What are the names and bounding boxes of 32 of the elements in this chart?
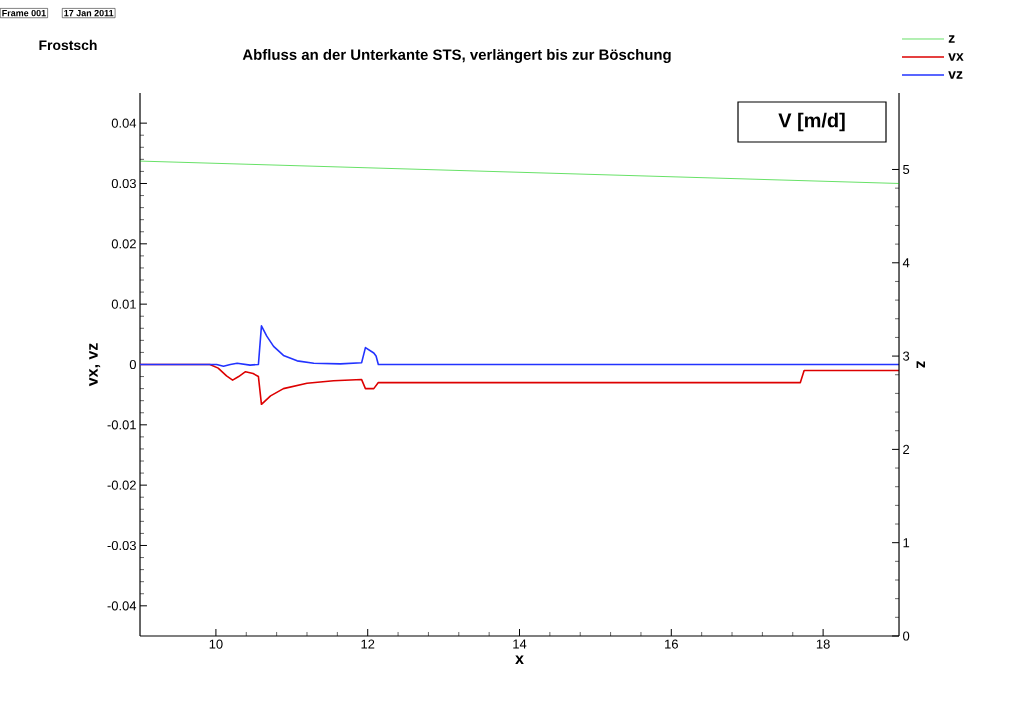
x-tick-label: 18 [816,639,830,649]
y2-tick-label: 2 [903,444,910,454]
y-tick-label: 0.02 [111,239,136,249]
y2-axis-title: z [916,361,925,368]
text: 17 Jan 2011 [64,9,114,17]
y-tick-label: 0 [129,359,136,370]
y-tick-label: -0.02 [107,480,136,490]
legend-label: z [948,35,955,43]
text: Frame 001 [2,9,46,17]
line-series [139,325,900,368]
legend-label: vx [948,53,964,61]
legend-label: vz [948,71,963,79]
y-tick-label: -0.01 [107,420,136,430]
x-tick-label: 16 [665,639,678,649]
y2-tick-label: 3 [903,351,910,361]
x-tick-label: 14 [513,639,527,649]
annotation: V [m/d] [778,112,845,132]
y-tick-label: 0.03 [111,178,136,189]
y-tick-label: -0.04 [107,601,137,611]
y-tick-label: -0.03 [107,540,136,551]
chart-title: Abfluss an der Unterkante STS, verlängert bis zur Böschung [242,48,671,63]
y2-tick-label: 0 [903,631,910,641]
x-tick-label: 12 [361,639,375,649]
y-tick-label: 0.01 [111,299,136,309]
text: Frostsch [39,39,97,51]
y-tick-label: 0.04 [111,118,137,128]
x-axis-title: x [515,655,524,664]
x-tick-label: 10 [209,639,223,649]
y2-tick-label: 5 [903,164,910,174]
y2-tick-label: 1 [903,538,910,548]
y-axis-title: vx, vz [89,343,101,387]
y2-tick-label: 4 [902,258,910,268]
